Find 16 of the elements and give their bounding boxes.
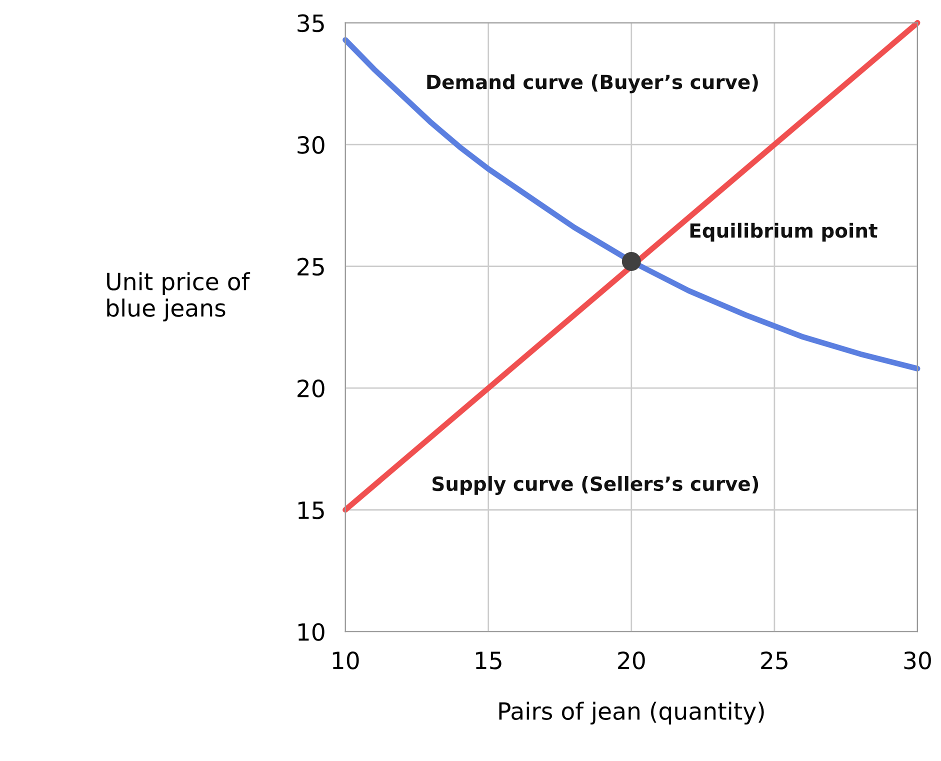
x-tick-label: 10 (332, 651, 359, 670)
x-tick-label: 30 (904, 651, 931, 670)
y-tick-label: 20 (298, 380, 324, 398)
x-tick-label: 25 (761, 651, 788, 670)
y-tick-label: 25 (298, 258, 324, 276)
y-tick-label: 10 (298, 623, 324, 641)
x-axis-title: Pairs of jean (quantity) (499, 702, 764, 725)
x-tick-label: 20 (618, 651, 645, 670)
x-tick-label: 15 (476, 652, 502, 670)
y-tick-label: 35 (298, 14, 324, 32)
annotation: Equilibrium point (690, 222, 878, 242)
annotation: Demand curve (Buyer’s curve) (427, 74, 758, 94)
y-tick-label: 15 (298, 502, 324, 520)
y-tick-label: 30 (298, 136, 324, 154)
annotation: Supply curve (Sellers’s curve) (432, 476, 758, 496)
y-axis-title: Unit price of blue jeans (107, 272, 250, 322)
